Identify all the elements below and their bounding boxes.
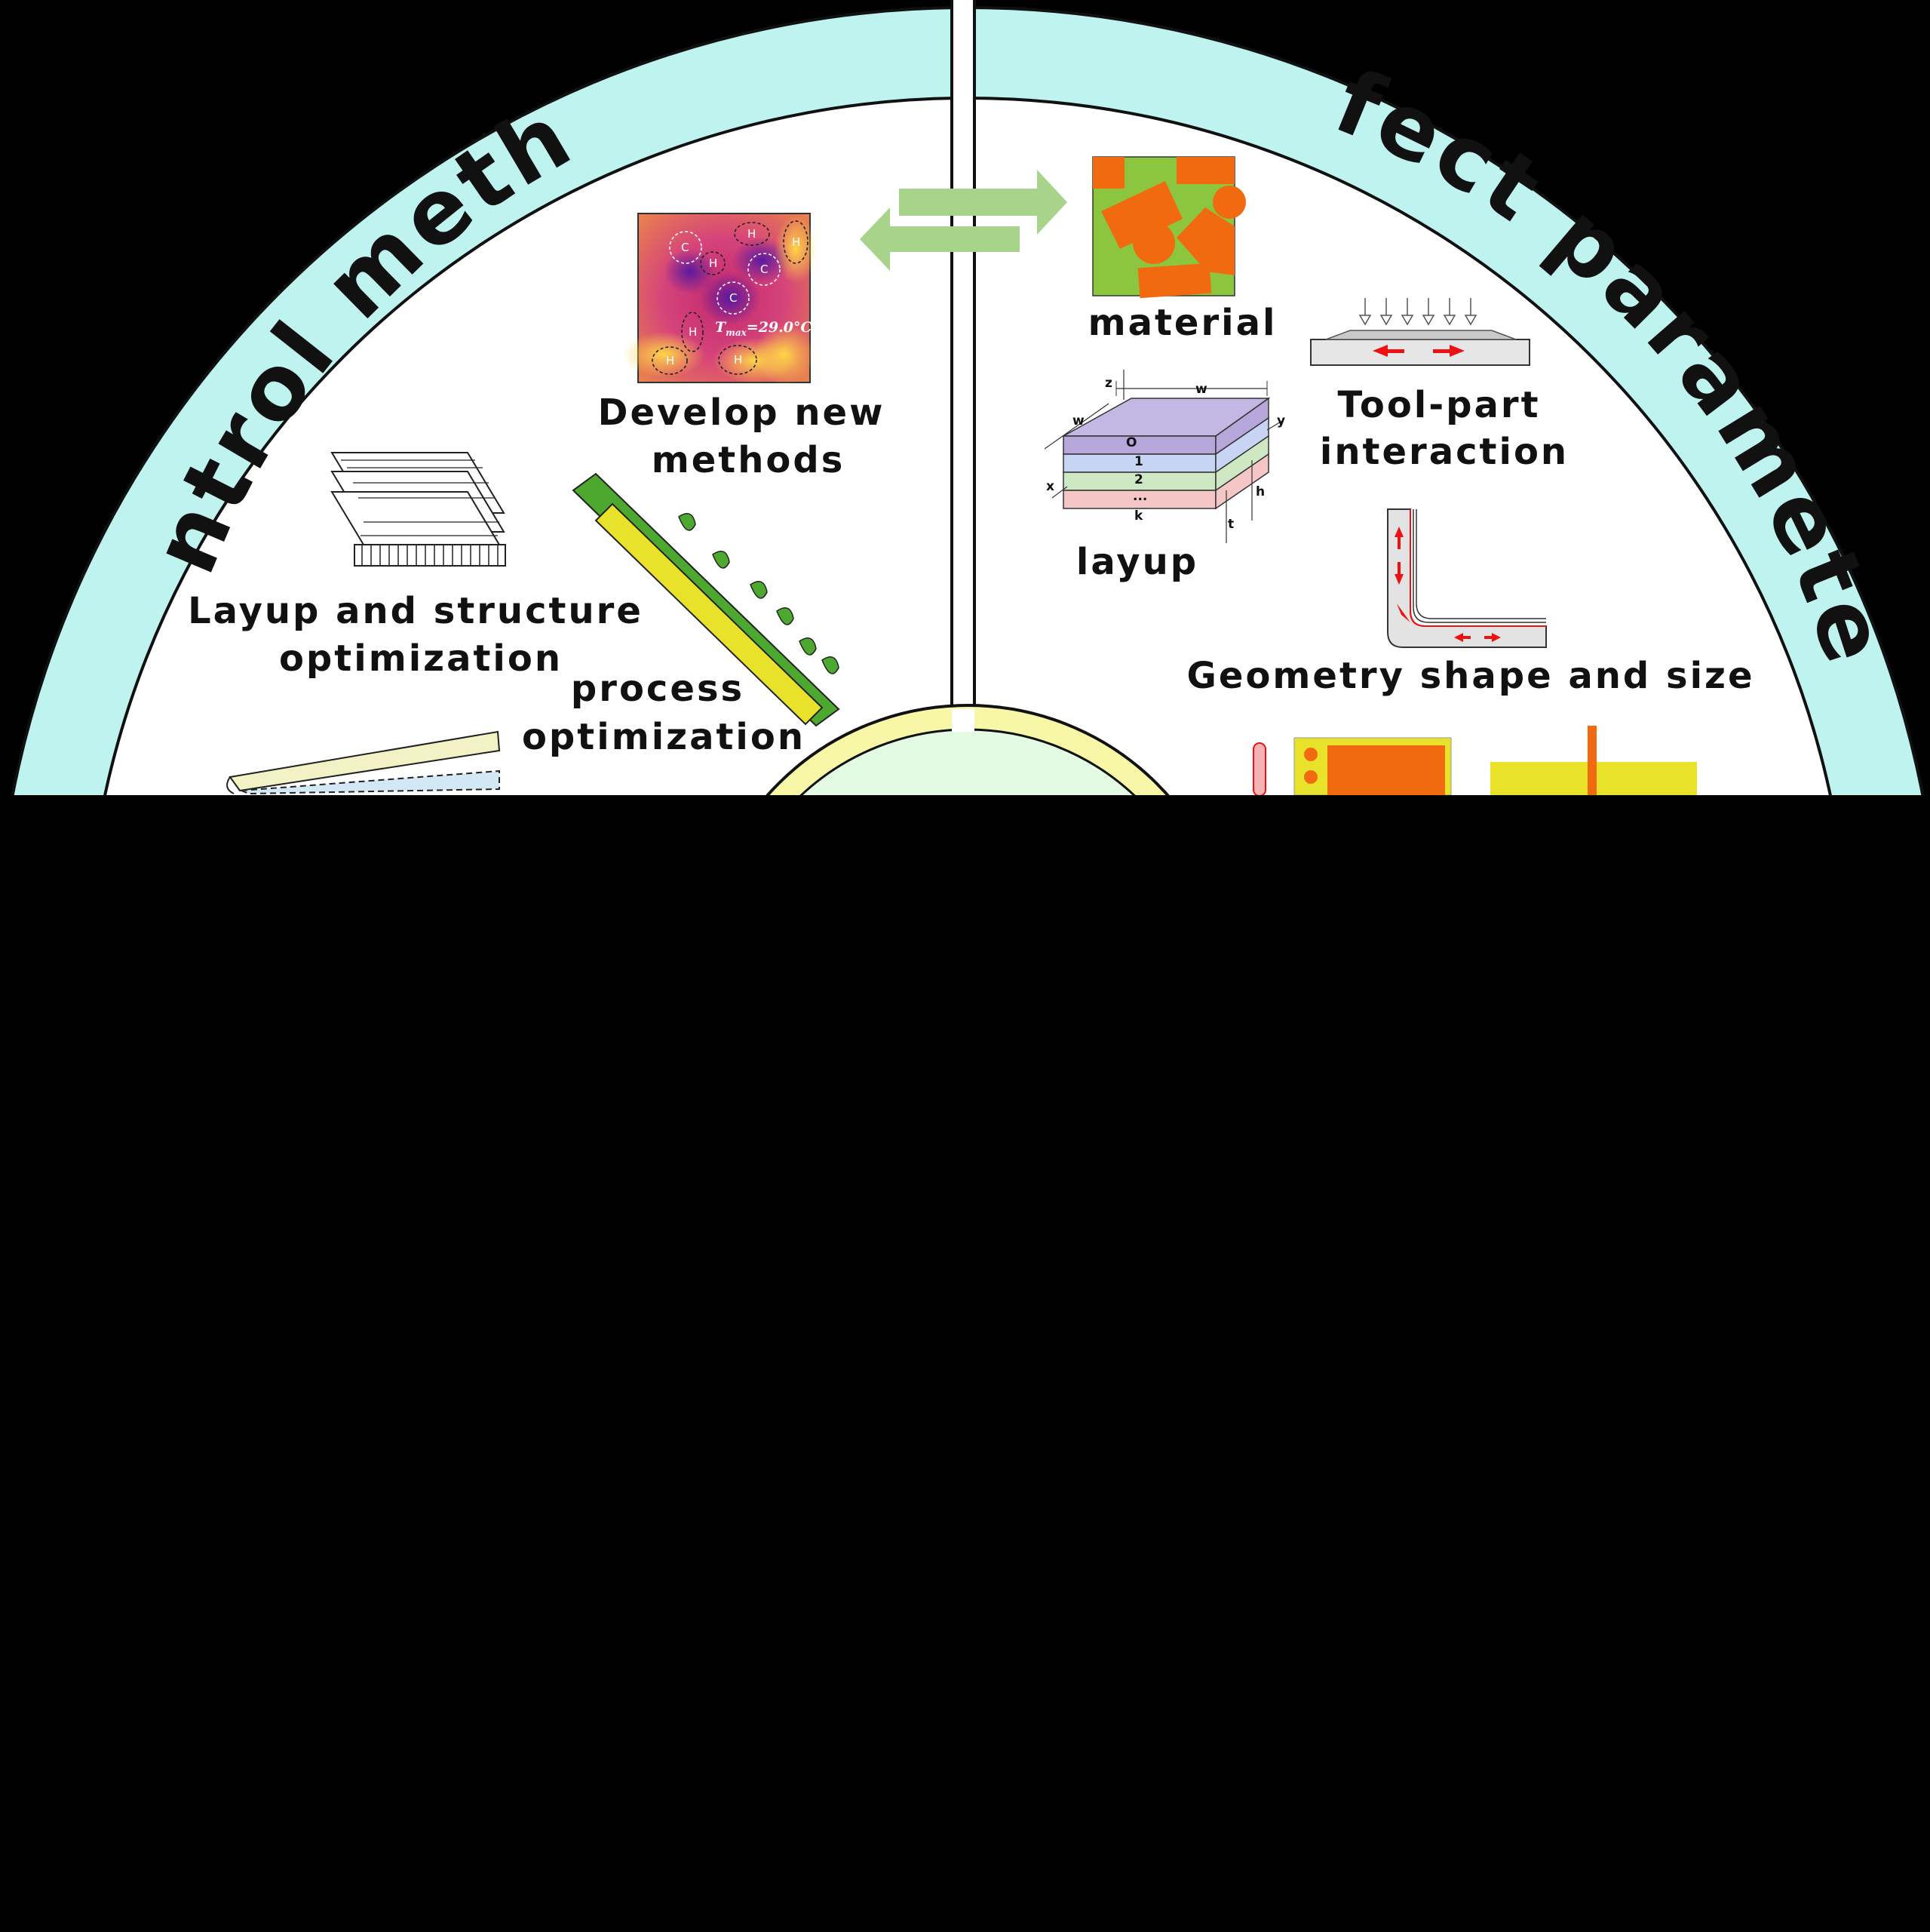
dim-z-label: z	[1105, 376, 1112, 391]
develop-new-label-line2: methods	[652, 439, 845, 481]
dim-x-label: x	[1046, 479, 1054, 494]
l-bracket-geometry-icon	[1387, 508, 1547, 648]
process-label: process	[571, 668, 744, 710]
thermal-heatmap-image: C H H H C C H H H Tmax=29.0°C	[622, 213, 817, 385]
dim-h-label: h	[1256, 484, 1265, 499]
layer-label: 1	[1134, 454, 1143, 469]
layup-laminate-icon	[1044, 370, 1283, 543]
heatmap-tmax-label: Tmax=29.0°C	[715, 319, 812, 338]
develop-new-label: Develop new	[598, 392, 885, 434]
layer-label: ...	[1133, 489, 1147, 504]
material-label: material	[1088, 302, 1278, 344]
tool-part-label-line2: interaction	[1320, 431, 1569, 473]
center-divider	[950, 0, 976, 754]
tool-part-label: Tool-part	[1337, 384, 1540, 426]
heatmap-marker: H	[689, 325, 697, 339]
layup-stack-icon	[330, 452, 506, 567]
heatmap-marker: H	[666, 354, 674, 367]
material-icon	[1092, 156, 1246, 299]
layup-structure-label-line2: optimization	[279, 637, 563, 680]
lower-black-region	[0, 795, 1930, 1932]
dim-t-label: t	[1228, 517, 1234, 532]
layup-structure-label: Layup and structure	[188, 590, 643, 632]
dim-w-label: w	[1195, 382, 1207, 397]
heatmap-marker: H	[734, 353, 742, 367]
bidirectional-arrows-icon	[860, 170, 1067, 271]
layer-label: 2	[1134, 472, 1143, 487]
heatmap-marker: H	[792, 235, 800, 249]
dim-y-label: y	[1277, 413, 1285, 428]
geometry-label: Geometry shape and size	[1186, 655, 1754, 697]
heatmap-marker: H	[709, 256, 717, 270]
process-optimization-icon	[572, 472, 840, 727]
process-label-line2: optimization	[522, 716, 805, 758]
heatmap-marker: C	[729, 291, 737, 305]
layup-label: layup	[1076, 541, 1198, 583]
layer-label: O	[1126, 435, 1137, 450]
dim-w-label: w	[1072, 413, 1085, 428]
bent-laminate-icon	[226, 730, 501, 795]
tool-part-icon	[1310, 298, 1530, 366]
heatmap-marker: C	[760, 263, 768, 276]
heatmap-marker: H	[747, 227, 756, 241]
heatmap-marker: C	[681, 241, 689, 254]
layer-label: k	[1134, 508, 1143, 524]
temperature-cure-icon	[1253, 726, 1697, 797]
